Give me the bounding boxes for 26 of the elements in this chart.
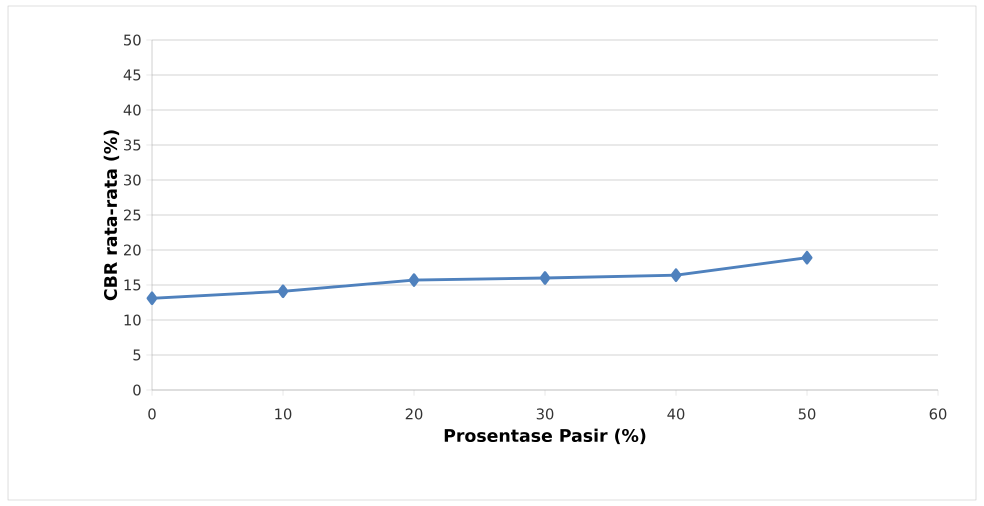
y-tick-label: 0	[133, 384, 141, 396]
x-tick-label: 40	[667, 408, 684, 420]
x-tick-label: 0	[148, 408, 156, 420]
x-tick-label: 10	[275, 408, 292, 420]
y-tick-label: 10	[124, 314, 141, 326]
point	[802, 250, 812, 264]
y-tick-label: 20	[124, 244, 141, 256]
x-tick-label: 20	[406, 408, 422, 420]
y-tick-label: 45	[124, 70, 140, 80]
y-tick-label: 30	[124, 174, 141, 186]
point	[670, 268, 682, 282]
y-axis-title: CBR rata-rata (%)	[104, 130, 120, 300]
x-axis-title: Prosentase Pasir (%)	[444, 428, 646, 444]
x-tick-label: 50	[798, 408, 816, 420]
y-tick-label: 5	[133, 350, 140, 360]
y-tick-label: 40	[124, 104, 141, 116]
point	[278, 284, 288, 298]
point	[146, 291, 158, 306]
y-tick-label: 25	[124, 209, 140, 221]
x-tick-label: 60	[930, 408, 946, 420]
point	[408, 273, 420, 287]
y-tick-label: 15	[124, 280, 140, 290]
x-tick-label: 30	[536, 408, 554, 420]
y-tick-label: 35	[124, 139, 140, 151]
point	[540, 271, 550, 285]
y-tick-label: 50	[124, 34, 141, 46]
